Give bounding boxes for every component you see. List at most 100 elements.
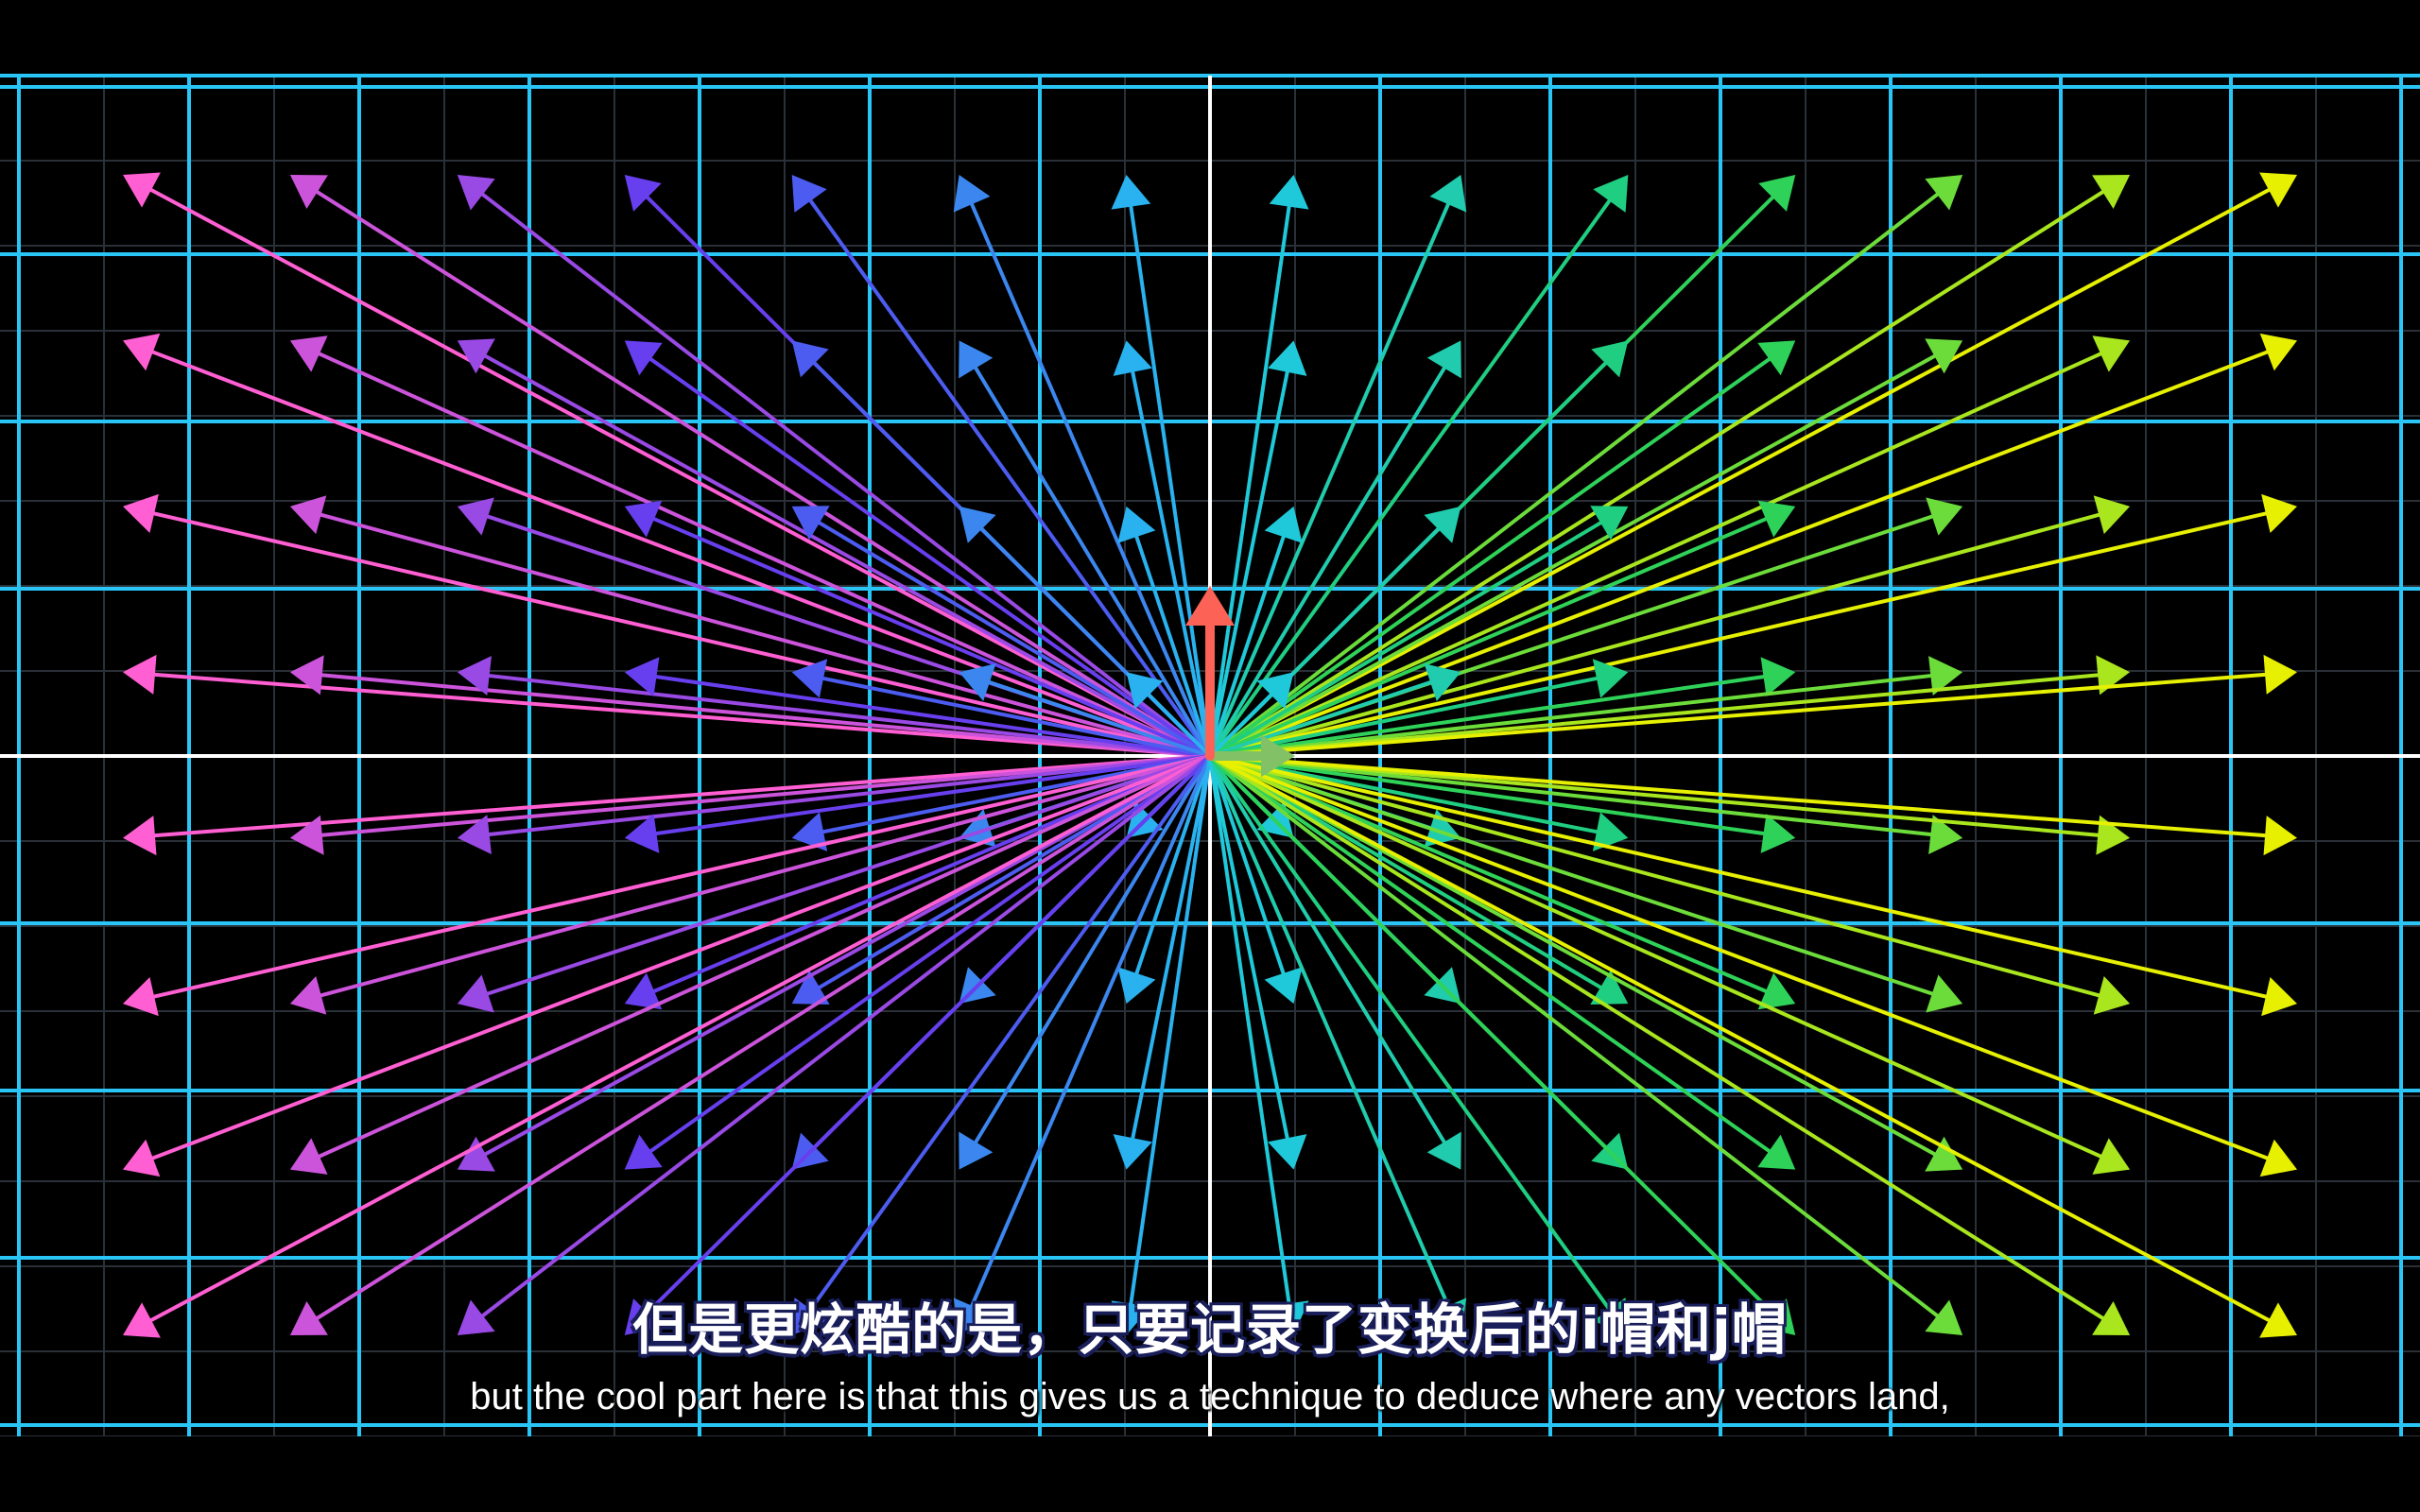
vector-arrow [289, 754, 1212, 855]
vector-head [123, 1139, 161, 1177]
vector-shaft [1208, 754, 1940, 1318]
vector-shaft [1208, 202, 1450, 758]
vector-head [1590, 970, 1629, 1005]
vector-arrow [1208, 656, 1963, 758]
vector-arrow [1208, 754, 1307, 1170]
vector-head [624, 175, 662, 212]
vector-head [624, 1298, 662, 1335]
vector-shaft [152, 672, 1212, 758]
vector-arrow [1208, 754, 2297, 1338]
vector-shaft [987, 680, 1212, 758]
vector-head [624, 972, 663, 1010]
vector-head [457, 1136, 495, 1172]
vector-shaft [1208, 754, 1446, 1144]
vector-arrow [1208, 335, 2131, 758]
vector-head [1424, 506, 1461, 543]
vector-arrow [791, 754, 1212, 1005]
vector-head [1117, 506, 1156, 543]
vector-head [2093, 495, 2131, 535]
vector-head [2263, 816, 2297, 856]
vector-shaft [1208, 535, 1286, 758]
vector-head [2092, 175, 2131, 209]
vector-arrow [1208, 495, 2131, 758]
vector-shaft [1208, 369, 1289, 758]
vector-head [1126, 672, 1164, 710]
vector-arrow [457, 656, 1212, 758]
j-hat-vector [1184, 586, 1236, 761]
vector-shaft [1208, 754, 2271, 1323]
vector-head [1757, 340, 1796, 376]
vector-head [1426, 340, 1461, 379]
vector-head [1928, 815, 1963, 854]
vector-shaft [1147, 693, 1212, 758]
vector-shaft [970, 202, 1212, 758]
vector-shaft [648, 754, 1212, 1153]
vector-shaft [652, 754, 1212, 993]
vector-head [2259, 333, 2297, 371]
vector-shaft [487, 674, 1212, 758]
vector-arrow [457, 754, 1212, 1013]
vector-shaft [1208, 353, 1937, 758]
vector-shaft [1208, 198, 1612, 758]
vector-arrow [123, 754, 1212, 1338]
vector-shaft [1208, 366, 1446, 758]
vector-arrow [624, 657, 1212, 758]
vector-head [123, 172, 161, 208]
vector-head [1758, 1298, 1796, 1335]
vector-head [2092, 1138, 2131, 1175]
vector-head [1256, 672, 1294, 710]
letterbox-bottom [0, 1436, 2420, 1512]
vector-head [2261, 977, 2297, 1017]
vector-head [1592, 812, 1629, 851]
vector-arrow [1208, 175, 1467, 758]
vector-shaft [149, 754, 1212, 1323]
vector-head [1925, 175, 1963, 211]
vector-arrow [1208, 754, 1796, 853]
vector-arrow [1208, 338, 1963, 758]
vector-arrow [1208, 655, 2131, 758]
vector-head [123, 493, 159, 534]
vector-head [457, 656, 492, 696]
vector-shaft [654, 754, 1212, 835]
vector-head [2093, 975, 2131, 1015]
vector-shaft [1208, 754, 2268, 999]
vector-head [1269, 1300, 1309, 1335]
vector-head [1760, 814, 1796, 853]
vector-shaft [1134, 535, 1212, 758]
vector-arrow [1208, 657, 1796, 758]
vector-arrow [123, 172, 1212, 758]
vector-head [2261, 493, 2297, 534]
vector-arrow [1208, 172, 2297, 758]
vector-shaft [1208, 754, 2270, 1160]
vector-shaft [808, 198, 1212, 758]
vector-head [2092, 1301, 2131, 1335]
vector-arrow [1208, 754, 1963, 854]
vector-arrow [1208, 754, 2297, 856]
vector-shaft [1208, 754, 1286, 975]
vector-head [2096, 815, 2131, 855]
vector-arrow [959, 340, 1212, 758]
vector-head [624, 657, 660, 696]
vector-arrow [1208, 340, 1796, 758]
vector-shaft [1208, 754, 1775, 1315]
vector-shaft [315, 190, 1212, 758]
vector-arrow [1208, 654, 2297, 758]
vector-head [2259, 1139, 2297, 1177]
vector-head [2263, 654, 2297, 695]
vector-arrow [624, 754, 1212, 1335]
vector-shaft [315, 754, 1212, 1320]
vector-head [123, 654, 157, 695]
vector-shaft [1208, 674, 1933, 758]
vector-arrow [457, 175, 1212, 758]
vector-arrow [1208, 500, 1796, 758]
vector-arrow [791, 754, 1212, 1335]
vector-arrow [123, 654, 1212, 758]
vector-head [1268, 340, 1307, 376]
vector-shaft [1208, 754, 1772, 1153]
vector-shaft [1208, 204, 1291, 758]
vector-shaft [320, 754, 1212, 837]
vector-head [457, 974, 494, 1013]
vector-shaft [487, 754, 1212, 837]
vector-shaft [1208, 754, 1450, 1308]
